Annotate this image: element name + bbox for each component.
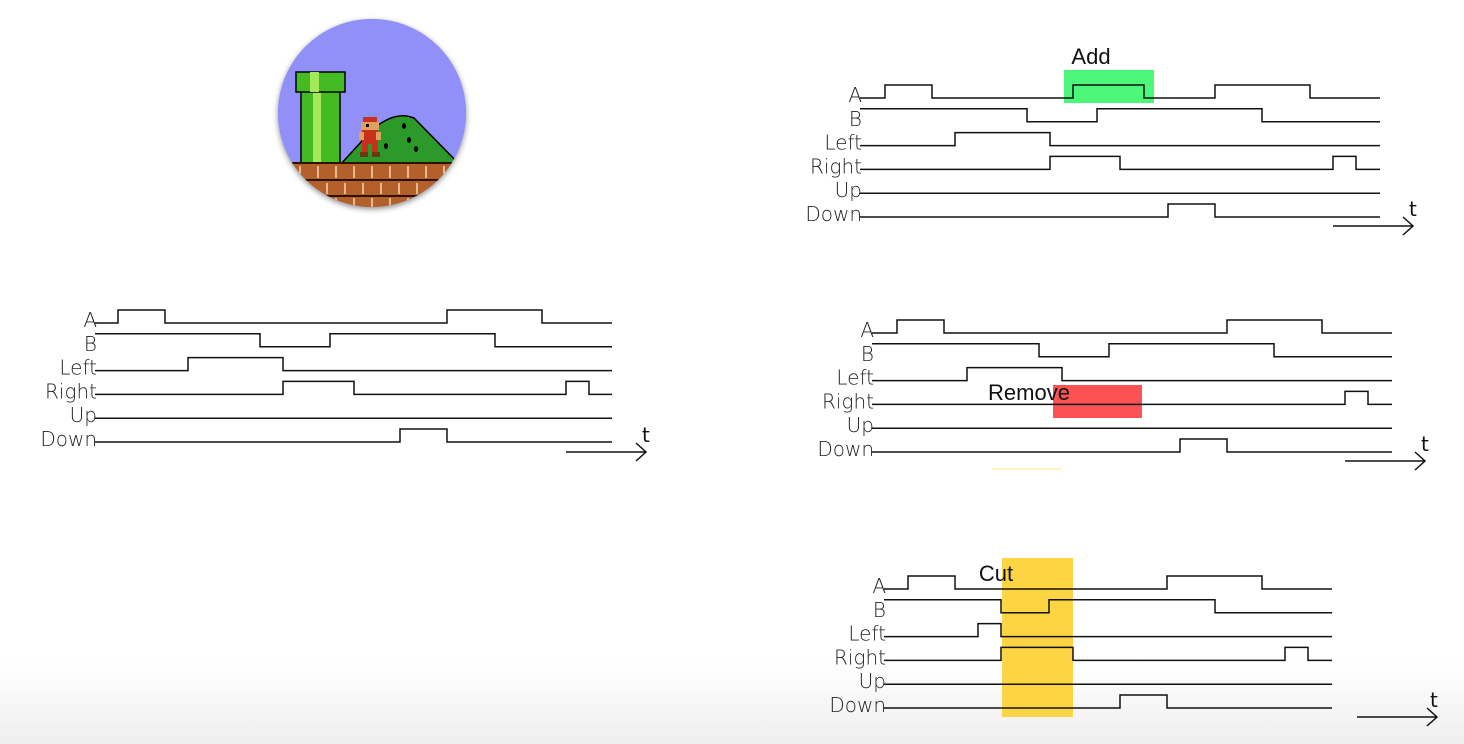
signal-label-a: A [848, 83, 862, 107]
signal-label-down: Down [805, 202, 862, 226]
time-axis-label: t [1430, 688, 1438, 712]
signal-label-a: A [872, 574, 886, 598]
waveform-down [95, 428, 612, 443]
waveform-b [884, 599, 1332, 614]
waveform-a [860, 84, 1380, 99]
time-axis-label: t [642, 423, 650, 447]
waveform-left [95, 356, 612, 372]
signal-label-up: Up [859, 669, 886, 693]
waveform-left [884, 622, 1332, 638]
signal-label-a: A [83, 308, 97, 332]
time-axis-label: t [1409, 197, 1417, 221]
waveform-a [872, 319, 1392, 334]
game-scene-icon [278, 19, 466, 207]
time-arrow [1345, 451, 1427, 471]
signal-label-down: Down [40, 427, 97, 451]
waveform-b [860, 108, 1380, 123]
signal-label-b: B [861, 342, 874, 366]
signal-label-left: Left [824, 131, 862, 155]
signal-label-b: B [84, 332, 97, 356]
waveform-down [884, 694, 1332, 709]
time-arrow [566, 442, 648, 462]
waveform-a [884, 575, 1332, 590]
signal-label-up: Up [70, 403, 97, 427]
signal-label-left: Left [848, 622, 886, 646]
waveform-right [872, 390, 1392, 406]
signal-label-left: Left [59, 356, 97, 380]
add-highlight [1064, 70, 1154, 103]
time-arrow [1333, 216, 1415, 236]
remove-annotation-label: Remove [988, 380, 1070, 405]
waveform-a [95, 309, 612, 324]
signal-label-right: Right [834, 645, 886, 669]
waveform-down [872, 438, 1392, 453]
waveform-right [95, 380, 612, 396]
waveform-left [872, 366, 1392, 382]
waveform-down [860, 203, 1380, 218]
time-arrow [1357, 707, 1439, 727]
add-annotation-label: Add [1071, 44, 1110, 69]
remove-highlight [1053, 385, 1142, 418]
waveform-right [884, 646, 1332, 662]
signal-label-right: Right [810, 154, 862, 178]
time-axis-label: t [1421, 432, 1429, 456]
mario-sprite-icon [359, 117, 381, 157]
waveform-b [872, 343, 1392, 358]
waveform-right [860, 155, 1380, 171]
signal-label-down: Down [829, 693, 886, 717]
signal-label-right: Right [45, 379, 97, 403]
signal-label-up: Up [835, 178, 862, 202]
signal-label-left: Left [836, 366, 874, 390]
cut-annotation-label: Cut [979, 561, 1013, 586]
signal-label-b: B [873, 598, 886, 622]
signal-label-b: B [849, 107, 862, 131]
signal-label-up: Up [847, 413, 874, 437]
waveform-left [860, 131, 1380, 147]
signal-label-down: Down [817, 437, 874, 461]
signal-label-a: A [860, 318, 874, 342]
signal-label-right: Right [822, 389, 874, 413]
cut-highlight [1002, 558, 1073, 717]
faint-mark [992, 468, 1062, 470]
waveform-b [95, 333, 612, 348]
